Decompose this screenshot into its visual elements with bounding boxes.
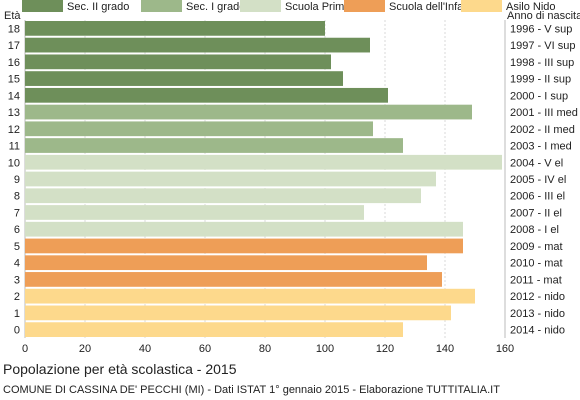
bar — [25, 54, 331, 70]
bar — [25, 154, 502, 170]
birth-year-label: 2005 - IV el — [510, 174, 566, 186]
y-axis-label-right: Anno di nascita — [507, 10, 580, 22]
bar — [25, 305, 451, 321]
age-label: 14 — [8, 90, 20, 102]
birth-year-label: 2007 - II el — [510, 207, 562, 219]
bar — [25, 272, 442, 287]
age-label: 6 — [14, 224, 20, 236]
legend-swatch — [22, 0, 63, 12]
bar — [25, 221, 463, 237]
bar — [25, 238, 463, 254]
x-tick-label: 0 — [22, 343, 28, 355]
legend-swatch — [141, 0, 182, 12]
bar — [25, 188, 421, 204]
x-tick-label: 120 — [376, 343, 394, 355]
age-label: 3 — [14, 274, 20, 286]
birth-year-label: 1997 - VI sup — [510, 40, 575, 52]
x-tick-label: 20 — [79, 343, 91, 355]
bar — [25, 138, 403, 153]
bar — [25, 171, 436, 187]
birth-year-label: 2012 - nido — [510, 291, 565, 303]
age-label: 11 — [9, 141, 20, 153]
chart-title: Popolazione per età scolastica - 2015 — [3, 361, 237, 377]
birth-year-label: 2009 - mat — [510, 241, 563, 253]
bars — [25, 21, 502, 337]
legend-swatch — [240, 0, 281, 12]
birth-year-label: 2014 - nido — [510, 325, 565, 337]
legend-label: Sec. II grado — [67, 1, 129, 13]
legend-swatch — [461, 0, 502, 12]
birth-year-label: 2003 - I med — [510, 141, 572, 153]
bar — [25, 255, 427, 271]
birth-year-label: 2004 - V el — [510, 157, 563, 169]
y-axis-label-left: Età — [4, 10, 21, 22]
birth-year-label: 2006 - III el — [510, 191, 565, 203]
legend-swatch — [344, 0, 385, 12]
birth-year-labels: 1996 - V sup 1997 - VI sup 1998 - III sup 1… — [510, 23, 578, 336]
bar — [25, 104, 472, 120]
legend-label: Scuola dell'Infanzia — [389, 1, 484, 13]
bar — [25, 205, 364, 220]
age-label: 15 — [8, 74, 20, 86]
age-label: 10 — [8, 157, 20, 169]
bar — [25, 37, 370, 53]
birth-year-label: 2010 - mat — [510, 258, 563, 270]
age-label: 9 — [14, 174, 20, 186]
bar — [25, 322, 403, 337]
birth-year-label: 1996 - V sup — [510, 23, 572, 35]
age-label: 4 — [14, 258, 20, 270]
age-label: 12 — [8, 124, 20, 136]
age-label: 13 — [8, 107, 20, 119]
age-label: 0 — [14, 325, 20, 337]
chart-source: COMUNE DI CASSINA DE' PECCHI (MI) - Dati… — [3, 384, 500, 396]
x-tick-label: 140 — [436, 343, 454, 355]
bar — [25, 71, 343, 86]
birth-year-label: 2008 - I el — [510, 224, 559, 236]
legend-label: Sec. I grado — [186, 1, 245, 13]
bar — [25, 121, 373, 137]
birth-year-label: 2000 - I sup — [510, 90, 568, 102]
bar — [25, 21, 325, 36]
birth-year-label: 1999 - II sup — [510, 74, 571, 86]
age-label: 2 — [14, 291, 20, 303]
age-label: 18 — [8, 23, 20, 35]
birth-year-label: 2001 - III med — [510, 107, 578, 119]
birth-year-label: 1998 - III sup — [510, 57, 574, 69]
x-axis-ticks: 0 20 40 60 80 100 120 140 160 — [22, 343, 514, 355]
x-tick-label: 40 — [139, 343, 151, 355]
x-tick-label: 80 — [259, 343, 271, 355]
birth-year-label: 2002 - II med — [510, 124, 575, 136]
bar — [25, 87, 388, 103]
legend-label: Scuola Primaria — [285, 1, 364, 13]
x-tick-label: 100 — [316, 343, 334, 355]
legend-label: Asilo Nido — [506, 1, 556, 13]
x-tick-label: 160 — [496, 343, 514, 355]
age-label: 7 — [14, 207, 20, 219]
age-label: 8 — [14, 191, 20, 203]
birth-year-label: 2013 - nido — [510, 308, 565, 320]
age-label: 1 — [14, 308, 20, 320]
bar — [25, 288, 475, 304]
age-label: 16 — [8, 57, 20, 69]
age-label: 17 — [8, 40, 20, 52]
birth-year-label: 2011 - mat — [510, 274, 562, 286]
x-tick-label: 60 — [199, 343, 211, 355]
age-label: 5 — [14, 241, 20, 253]
legend: Sec. II grado Sec. I grado Scuola Primaria… — [22, 0, 556, 13]
